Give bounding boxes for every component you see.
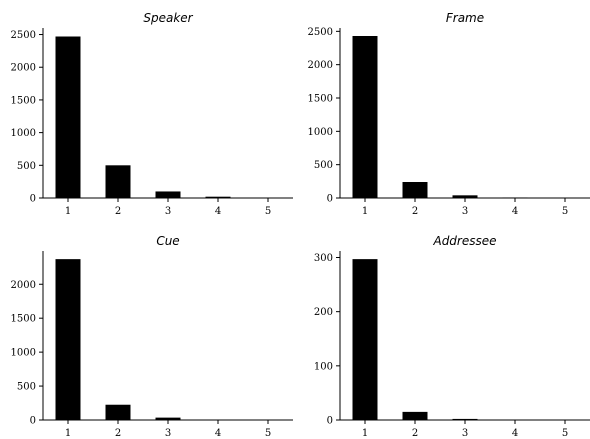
x-tick-label: 1 [65, 428, 71, 439]
bar-1 [352, 36, 378, 198]
y-tick-label: 1500 [11, 95, 36, 106]
y-tick-label: 1500 [308, 94, 333, 105]
y-tick-label: 2000 [11, 280, 36, 291]
subplot-title: Frame [446, 11, 484, 25]
y-tick-label: 1000 [11, 128, 36, 139]
y-tick-label: 1000 [11, 348, 36, 359]
x-tick-label: 5 [562, 428, 568, 439]
x-tick-label: 4 [512, 206, 518, 217]
subplot-title: Cue [156, 234, 179, 248]
y-tick-label: 0 [30, 416, 36, 427]
y-tick-label: 0 [327, 194, 333, 205]
y-tick-label: 100 [314, 361, 333, 372]
x-tick-label: 3 [462, 206, 468, 217]
subplot-title: Addressee [432, 234, 496, 248]
subplot-3: 1 2 3 4 5 0 500 1000 1500 2000 Cue [11, 234, 293, 439]
subplot-1: 1 2 3 4 5 0 500 1000 1500 2000 2500 Speaker [11, 11, 293, 217]
y-tick-label: 500 [17, 161, 36, 172]
y-tick-label: 2500 [11, 30, 36, 41]
bar-2 [402, 182, 428, 198]
x-tick-label: 1 [362, 428, 368, 439]
x-tick-label: 2 [412, 206, 418, 217]
y-tick-label: 0 [327, 416, 333, 427]
x-tick-label: 2 [115, 428, 121, 439]
bar-1 [55, 36, 81, 198]
y-tick-label: 500 [314, 160, 333, 171]
y-tick-label: 0 [30, 194, 36, 205]
bar-3 [452, 418, 478, 420]
y-tick-label: 1500 [11, 314, 36, 325]
y-tick-label: 500 [17, 382, 36, 393]
x-tick-label: 4 [512, 428, 518, 439]
y-tick-label: 200 [314, 307, 333, 318]
bar-1 [352, 259, 378, 421]
x-tick-label: 5 [265, 428, 271, 439]
subplot-2: 1 2 3 4 5 0 500 1000 1500 2000 2500 Frame [308, 11, 590, 217]
bar-2 [105, 404, 131, 420]
y-tick-label: 2000 [11, 63, 36, 74]
bar-2 [402, 411, 428, 421]
subplot-4: 1 2 3 4 5 0 100 200 300 Addressee [314, 234, 590, 439]
x-tick-label: 4 [215, 428, 221, 439]
x-tick-label: 2 [412, 428, 418, 439]
y-tick-label: 300 [314, 253, 333, 264]
x-tick-label: 3 [165, 206, 171, 217]
x-tick-label: 2 [115, 206, 121, 217]
y-tick-label: 2500 [308, 27, 333, 38]
x-tick-label: 3 [462, 428, 468, 439]
x-tick-label: 5 [265, 206, 271, 217]
x-tick-label: 5 [562, 206, 568, 217]
x-tick-label: 1 [65, 206, 71, 217]
y-tick-label: 1000 [308, 127, 333, 138]
x-tick-label: 4 [215, 206, 221, 217]
bar-2 [105, 165, 131, 198]
y-tick-label: 2000 [308, 60, 333, 71]
bar-4 [205, 196, 231, 198]
x-tick-label: 1 [362, 206, 368, 217]
bar-1 [55, 259, 81, 420]
subplot-title: Speaker [143, 11, 193, 25]
bar-3 [155, 191, 181, 198]
bar-3 [452, 195, 478, 198]
bar-3 [155, 417, 181, 420]
x-tick-label: 3 [165, 428, 171, 439]
